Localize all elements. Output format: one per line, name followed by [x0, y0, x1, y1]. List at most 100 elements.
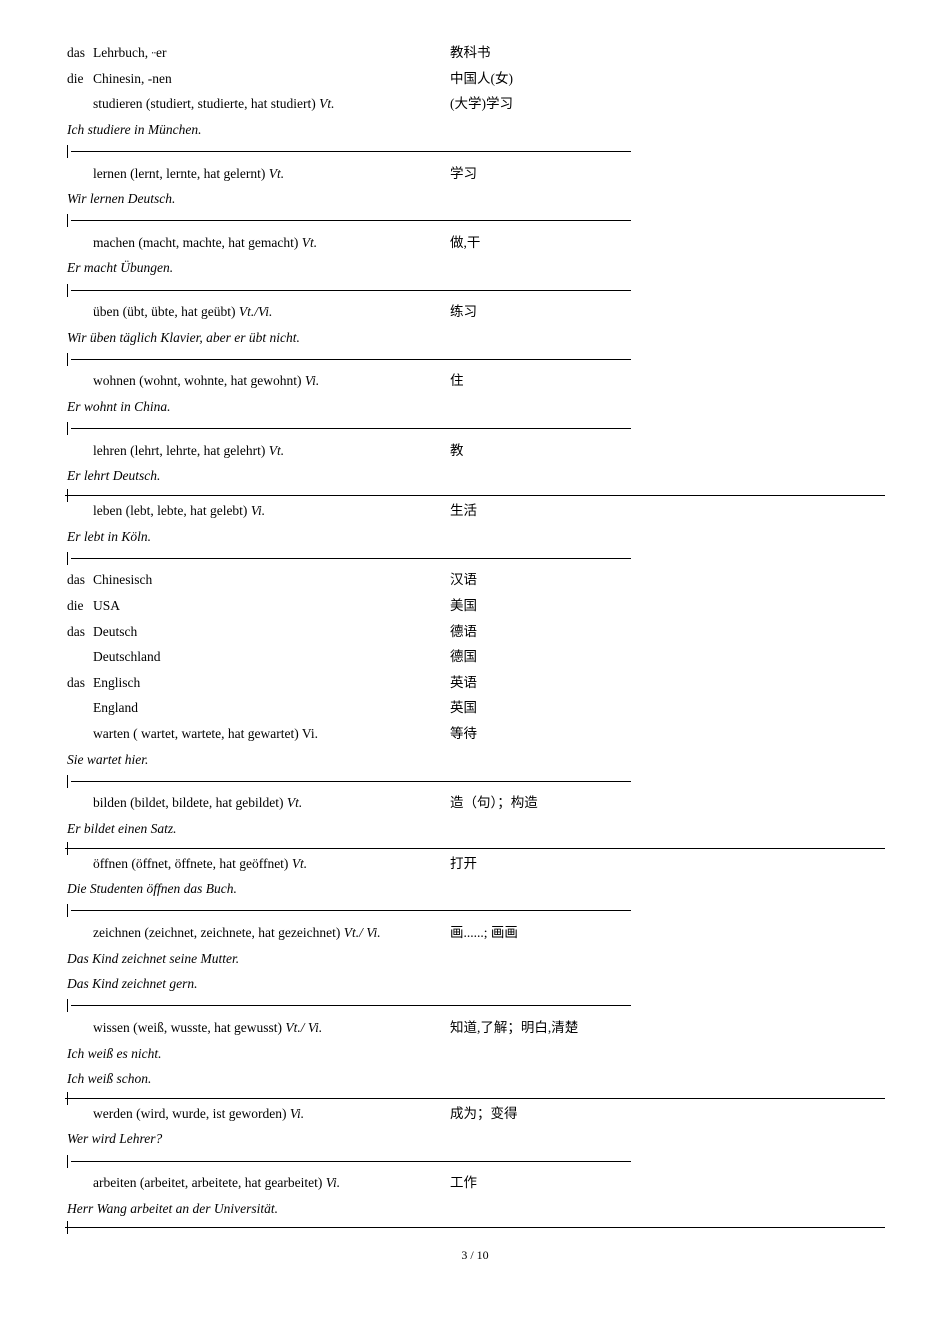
vocab-row: warten ( wartet, wartete, hat gewartet) … — [65, 721, 885, 747]
chinese-meaning: 德语 — [450, 619, 885, 645]
chinese-meaning: 做,干 — [450, 230, 885, 256]
vocab-row: lernen (lernt, lernte, hat gelernt) Vt.学… — [65, 161, 885, 187]
vocab-row: üben (übt, übte, hat geübt) Vt./Vi.练习 — [65, 299, 885, 325]
german-word: USA — [93, 593, 450, 619]
german-word: Englisch — [93, 670, 450, 696]
vocab-row: wissen (weiß, wusste, hat gewusst) Vt./ … — [65, 1015, 885, 1041]
article — [65, 1101, 93, 1127]
chinese-meaning: 汉语 — [450, 567, 885, 593]
article — [65, 498, 93, 524]
article: das — [65, 567, 93, 593]
vocab-row: dasLehrbuch, ¨er教科书 — [65, 40, 885, 66]
vocab-row: dasEnglisch英语 — [65, 670, 885, 696]
article: die — [65, 66, 93, 92]
chinese-meaning: 生活 — [450, 498, 885, 524]
vocab-row: dieUSA美国 — [65, 593, 885, 619]
divider-short — [65, 350, 885, 368]
example-sentence: Das Kind zeichnet gern. — [65, 971, 885, 997]
german-word: wissen (weiß, wusste, hat gewusst) Vt./ … — [93, 1015, 450, 1041]
chinese-meaning: 英语 — [450, 670, 885, 696]
article — [65, 1170, 93, 1196]
article — [65, 920, 93, 946]
german-word: zeichnen (zeichnet, zeichnete, hat gezei… — [93, 920, 450, 946]
article — [65, 161, 93, 187]
german-word: Chinesin, -nen — [93, 66, 450, 92]
article — [65, 695, 93, 721]
vocab-block: arbeiten (arbeitet, arbeitete, hat gearb… — [65, 1170, 885, 1228]
example-sentence: Sie wartet hier. — [65, 747, 885, 773]
example-sentence: Er lehrt Deutsch. — [65, 463, 885, 489]
vocab-row: bilden (bildet, bildete, hat gebildet) V… — [65, 790, 885, 816]
example-sentence: Wir üben täglich Klavier, aber er übt ni… — [65, 325, 885, 351]
chinese-meaning: 教 — [450, 438, 885, 464]
chinese-meaning: 美国 — [450, 593, 885, 619]
divider-short — [65, 772, 885, 790]
article — [65, 91, 93, 117]
vocab-block: lernen (lernt, lernte, hat gelernt) Vt.学… — [65, 161, 885, 230]
vocab-block: werden (wird, wurde, ist geworden) Vi.成为… — [65, 1101, 885, 1170]
vocab-block: zeichnen (zeichnet, zeichnete, hat gezei… — [65, 920, 885, 1015]
vocabulary-page: dasLehrbuch, ¨er教科书dieChinesin, -nen中国人(… — [65, 40, 885, 1228]
example-sentence: Ich studiere in München. — [65, 117, 885, 143]
example-sentence: Ich weiß es nicht. — [65, 1041, 885, 1067]
divider-short — [65, 281, 885, 299]
chinese-meaning: 练习 — [450, 299, 885, 325]
german-word: England — [93, 695, 450, 721]
vocab-block: üben (übt, übte, hat geübt) Vt./Vi.练习Wir… — [65, 299, 885, 368]
vocab-row: lehren (lehrt, lehrte, hat gelehrt) Vt.教 — [65, 438, 885, 464]
chinese-meaning: 成为；变得 — [450, 1101, 885, 1127]
chinese-meaning: 知道,了解；明白,清楚 — [450, 1015, 885, 1041]
vocab-block: lehren (lehrt, lehrte, hat gelehrt) Vt.教… — [65, 438, 885, 496]
vocab-block: dasChinesisch汉语dieUSA美国dasDeutsch德语Deuts… — [65, 567, 885, 790]
vocab-block: wohnen (wohnt, wohnte, hat gewohnt) Vi.住… — [65, 368, 885, 437]
example-sentence: Wir lernen Deutsch. — [65, 186, 885, 212]
divider-short — [65, 997, 885, 1015]
article — [65, 1015, 93, 1041]
divider-long — [65, 1092, 885, 1099]
chinese-meaning: 画......; 画画 — [450, 920, 885, 946]
german-word: leben (lebt, lebte, hat gelebt) Vi. — [93, 498, 450, 524]
article — [65, 851, 93, 877]
german-word: öffnen (öffnet, öffnete, hat geöffnet) V… — [93, 851, 450, 877]
article — [65, 644, 93, 670]
german-word: arbeiten (arbeitet, arbeitete, hat gearb… — [93, 1170, 450, 1196]
article — [65, 721, 93, 747]
divider-long — [65, 842, 885, 849]
divider-short — [65, 143, 885, 161]
divider-short — [65, 902, 885, 920]
article — [65, 230, 93, 256]
vocab-row: machen (macht, machte, hat gemacht) Vt.做… — [65, 230, 885, 256]
article — [65, 438, 93, 464]
example-sentence: Das Kind zeichnet seine Mutter. — [65, 946, 885, 972]
article — [65, 299, 93, 325]
german-word: machen (macht, machte, hat gemacht) Vt. — [93, 230, 450, 256]
vocab-row: England英国 — [65, 695, 885, 721]
vocab-block: leben (lebt, lebte, hat gelebt) Vi.生活Er … — [65, 498, 885, 567]
vocab-row: arbeiten (arbeitet, arbeitete, hat gearb… — [65, 1170, 885, 1196]
divider-short — [65, 420, 885, 438]
example-sentence: Er wohnt in China. — [65, 394, 885, 420]
chinese-meaning: 中国人(女) — [450, 66, 885, 92]
german-word: Chinesisch — [93, 567, 450, 593]
example-sentence: Wer wird Lehrer? — [65, 1126, 885, 1152]
example-sentence: Die Studenten öffnen das Buch. — [65, 876, 885, 902]
german-word: studieren (studiert, studierte, hat stud… — [93, 91, 450, 117]
example-sentence: Er macht Übungen. — [65, 255, 885, 281]
example-sentence: Er lebt in Köln. — [65, 524, 885, 550]
vocab-row: zeichnen (zeichnet, zeichnete, hat gezei… — [65, 920, 885, 946]
article: das — [65, 670, 93, 696]
divider-short — [65, 212, 885, 230]
article: das — [65, 40, 93, 66]
chinese-meaning: 造（句）；构造 — [450, 790, 885, 816]
german-word: wohnen (wohnt, wohnte, hat gewohnt) Vi. — [93, 368, 450, 394]
example-sentence: Ich weiß schon. — [65, 1066, 885, 1092]
vocab-block: bilden (bildet, bildete, hat gebildet) V… — [65, 790, 885, 848]
vocab-row: Deutschland德国 — [65, 644, 885, 670]
vocab-row: wohnen (wohnt, wohnte, hat gewohnt) Vi.住 — [65, 368, 885, 394]
vocab-row: studieren (studiert, studierte, hat stud… — [65, 91, 885, 117]
chinese-meaning: 打开 — [450, 851, 885, 877]
divider-short — [65, 549, 885, 567]
chinese-meaning: 德国 — [450, 644, 885, 670]
chinese-meaning: 工作 — [450, 1170, 885, 1196]
example-sentence: Er bildet einen Satz. — [65, 816, 885, 842]
